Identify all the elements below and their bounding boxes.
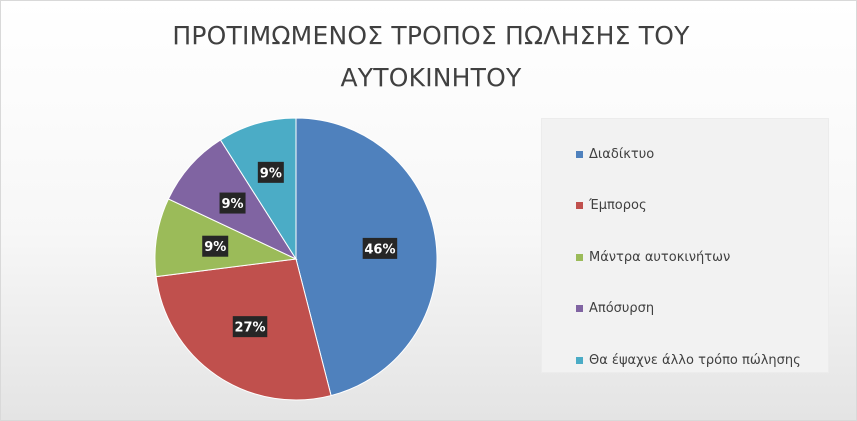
data-label-text: 9% [204, 240, 226, 255]
legend-swatch [576, 356, 583, 364]
data-label-box [202, 235, 229, 257]
legend-item: Μάντρα αυτοκινήτων [576, 247, 730, 267]
legend-item: Απόσυρση [576, 299, 654, 319]
legend-swatch [576, 150, 583, 158]
data-label-2: 27% [232, 316, 268, 338]
legend-swatch [576, 305, 583, 312]
data-label-4: 9% [219, 192, 246, 214]
legend-label: Διαδίκτυο [589, 146, 655, 162]
pie-data-labels: 46% 27% 9% 9% 9% [202, 161, 398, 338]
data-label-5: 9% [257, 161, 284, 183]
data-label-text: 46% [364, 242, 395, 257]
chart-title: ΠΡΟΤΙΜΩΜΕΝΟΣ ΤΡΟΠΟΣ ΠΩΛΗΣΗΣ ΤΟΥ ΑΥΤΟΚΙΝΗ… [172, 21, 690, 92]
data-label-box [219, 192, 246, 214]
data-label-1: 46% [362, 237, 398, 259]
legend-item: Θα έψαχνε άλλο τρόπο πώλησης [576, 350, 801, 370]
data-label-box [362, 237, 398, 259]
pie-slice-5 [219, 117, 297, 261]
legend-item: Έμπορος [576, 196, 647, 216]
data-label-text: 9% [222, 197, 244, 212]
data-label-text: 27% [234, 321, 265, 336]
pie-slices [154, 117, 438, 401]
data-label-3: 9% [202, 235, 229, 257]
legend-label: Μάντρα αυτοκινήτων [589, 249, 731, 265]
legend-swatch [576, 253, 583, 261]
legend-item: Διαδίκτυο [576, 144, 654, 164]
legend-label: Θα έψαχνε άλλο τρόπο πώλησης [589, 352, 801, 368]
legend-swatch [576, 202, 583, 209]
legend: Διαδίκτυο Έμπορος Μάντρα αυτοκινήτων Απόσυρ… [541, 118, 829, 373]
data-label-box [257, 161, 284, 183]
data-label-text: 9% [260, 166, 282, 181]
legend-label: Απόσυρση [589, 301, 655, 316]
legend-label: Έμπορος [589, 198, 647, 213]
data-label-box [232, 316, 268, 338]
